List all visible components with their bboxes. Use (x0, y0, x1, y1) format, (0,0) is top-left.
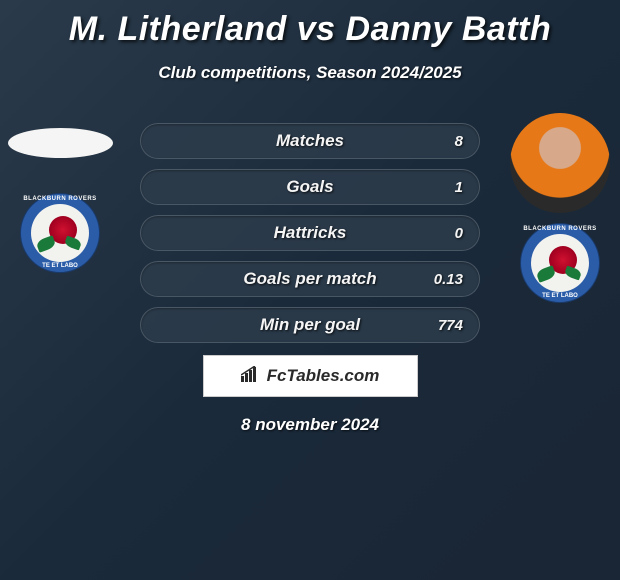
stat-right-value: 8 (455, 133, 463, 150)
player-left-avatar (8, 128, 113, 158)
leaf-icon (35, 235, 56, 252)
badge-text-bottom: TE ET LABO (521, 293, 599, 299)
leaf-icon (64, 236, 82, 251)
date-text: 8 november 2024 (0, 415, 620, 435)
stat-row: Matches 8 (140, 123, 480, 159)
stat-label: Goals per match (243, 269, 376, 289)
subtitle: Club competitions, Season 2024/2025 (0, 63, 620, 83)
stat-row: Min per goal 774 (140, 307, 480, 343)
right-player-column: BLACKBURN ROVERS TE ET LABO (500, 113, 620, 303)
stat-label: Goals (286, 177, 333, 197)
left-player-column: BLACKBURN ROVERS TE ET LABO (0, 113, 120, 273)
page-title: M. Litherland vs Danny Batth (0, 0, 620, 49)
stat-label: Min per goal (260, 315, 360, 335)
stat-right-value: 774 (438, 317, 463, 334)
player-left-badge: BLACKBURN ROVERS TE ET LABO (20, 193, 100, 273)
player-right-avatar (510, 113, 610, 213)
chart-icon (241, 366, 261, 387)
badge-text-top: BLACKBURN ROVERS (521, 226, 599, 232)
badge-text-top: BLACKBURN ROVERS (21, 196, 99, 202)
player-right-badge: BLACKBURN ROVERS TE ET LABO (520, 223, 600, 303)
stat-right-value: 1 (455, 179, 463, 196)
stats-container: Matches 8 Goals 1 Hattricks 0 Goals per … (140, 113, 480, 343)
content-area: BLACKBURN ROVERS TE ET LABO BLACKBURN RO… (0, 113, 620, 435)
stat-label: Hattricks (274, 223, 347, 243)
stat-label: Matches (276, 131, 344, 151)
leaf-icon (535, 265, 556, 282)
stat-right-value: 0 (455, 225, 463, 242)
badge-text-bottom: TE ET LABO (21, 263, 99, 269)
stat-row: Goals per match 0.13 (140, 261, 480, 297)
leaf-icon (564, 266, 582, 281)
stat-row: Goals 1 (140, 169, 480, 205)
branding-box[interactable]: FcTables.com (203, 355, 418, 397)
stat-row: Hattricks 0 (140, 215, 480, 251)
branding-text: FcTables.com (267, 366, 380, 386)
stat-right-value: 0.13 (434, 271, 463, 288)
